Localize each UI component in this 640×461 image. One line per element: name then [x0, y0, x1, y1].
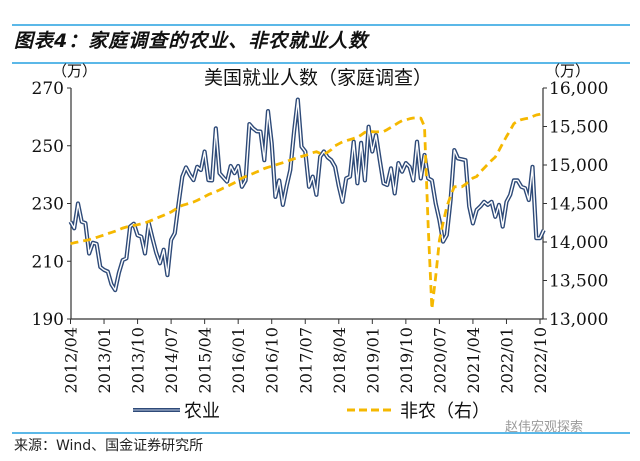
left-tick-label: 230	[32, 195, 64, 215]
left-tick-label: 190	[32, 310, 64, 330]
legend-label-farm: 农业	[184, 401, 220, 422]
chart-title: 美国就业人数（家庭调查）	[204, 67, 432, 89]
left-tick-label: 210	[32, 252, 64, 272]
x-tick-label: 2013/01	[95, 327, 114, 393]
x-tick-label: 2012/04	[62, 327, 81, 393]
x-tick-label: 2022/10	[531, 327, 550, 393]
right-tick-label: 14,000	[549, 233, 608, 253]
x-tick-label: 2019/01	[363, 327, 382, 393]
farm-series-line-inner	[69, 98, 545, 291]
farm-series-line	[68, 97, 546, 293]
title-rule-top	[12, 24, 630, 26]
x-tick-label: 2021/04	[464, 327, 483, 393]
nonfarm-series-line	[70, 111, 545, 311]
x-tick-label: 2014/07	[162, 327, 181, 393]
right-tick-label: 16,000	[549, 79, 608, 99]
left-axis-unit: （万）	[52, 62, 97, 80]
title-rule-bottom	[12, 62, 630, 64]
x-tick-label: 2017/07	[296, 327, 315, 393]
right-tick-label: 15,000	[549, 156, 608, 176]
right-tick-label: 15,500	[549, 118, 608, 138]
source-rule	[12, 432, 630, 434]
watermark: 赵伟宏观探索	[505, 420, 584, 435]
legend: 农业 非农（右）	[133, 401, 490, 422]
x-tick-label: 2019/10	[397, 327, 416, 393]
x-tick-label: 2013/10	[129, 327, 148, 393]
right-axis-unit: （万）	[545, 62, 590, 80]
figure-title: 图表4：家庭调查的农业、非农就业人数	[14, 30, 369, 52]
x-tick-label: 2022/01	[497, 327, 516, 393]
right-tick-label: 14,500	[549, 195, 608, 215]
left-tick-label: 270	[32, 79, 64, 99]
x-tick-label: 2020/07	[430, 327, 449, 393]
right-tick-label: 13,000	[549, 310, 608, 330]
x-tick-label: 2016/01	[229, 327, 248, 393]
x-tick-label: 2018/04	[330, 327, 349, 393]
left-tick-label: 250	[32, 137, 64, 157]
x-tick-label: 2015/04	[196, 327, 215, 393]
right-tick-label: 13,500	[549, 272, 608, 292]
x-tick-label: 2016/10	[263, 327, 282, 393]
legend-label-nonfarm: 非农（右）	[400, 401, 490, 422]
source-note: 来源：Wind、国金证券研究所	[14, 438, 204, 454]
